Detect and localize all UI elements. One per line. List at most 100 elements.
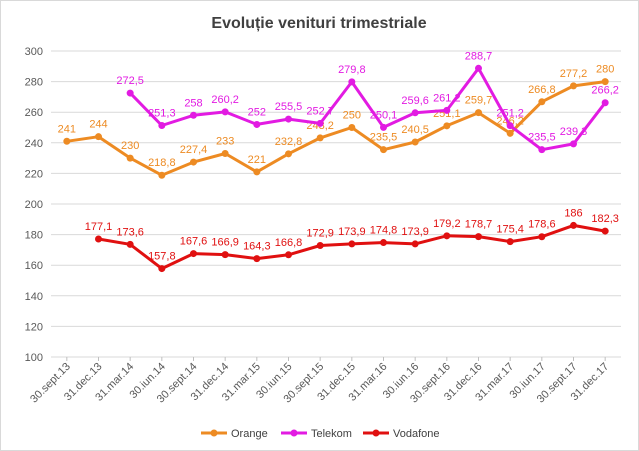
data-label: 166,9	[211, 237, 239, 249]
data-label: 179,2	[433, 218, 461, 230]
data-label: 261,2	[433, 92, 461, 104]
legend-marker	[290, 429, 298, 437]
legend-label: Vodafone	[393, 428, 440, 440]
legend-label: Telekom	[311, 428, 352, 440]
series-telekom: 272,5 251,3 258 260,2 252 255,5 252,7 279,8 250,…	[116, 50, 619, 154]
data-label: 167,6	[180, 236, 208, 248]
legend-label: Orange	[231, 428, 268, 440]
data-label: 166,8	[275, 237, 303, 249]
data-point	[348, 78, 356, 86]
data-label: 178,7	[465, 219, 493, 231]
y-tick-label: 120	[25, 321, 43, 333]
data-label: 232,8	[275, 136, 303, 148]
data-point	[411, 109, 419, 117]
data-label: 235,5	[370, 132, 398, 144]
data-point	[443, 232, 451, 240]
x-axis: 30.sept.1331.dec.1331.mar.1430.iun.1430.…	[28, 357, 611, 405]
data-label: 182,3	[591, 213, 619, 225]
data-point	[570, 82, 577, 90]
data-label: 173,9	[401, 226, 429, 238]
data-point	[506, 122, 514, 130]
data-point	[475, 64, 482, 72]
data-label: 259,6	[401, 95, 429, 107]
data-label: 221	[248, 154, 266, 166]
data-label: 252	[248, 106, 266, 118]
legend-marker	[210, 429, 218, 437]
series-group: 241244230218,8227,4233221232,8243,225023…	[58, 50, 619, 273]
data-label: 277,2	[560, 68, 588, 80]
data-point	[538, 146, 546, 154]
data-point	[570, 221, 577, 229]
legend-marker	[372, 429, 380, 437]
data-point	[95, 235, 102, 243]
data-label: 164,3	[243, 241, 271, 253]
data-point	[316, 119, 324, 127]
data-label: 173,9	[338, 226, 366, 238]
data-label: 239,3	[560, 126, 588, 138]
y-tick-label: 280	[25, 77, 43, 89]
data-point	[506, 238, 514, 246]
data-point	[253, 255, 261, 263]
data-point	[380, 239, 387, 247]
data-point	[158, 171, 166, 179]
data-point	[380, 146, 387, 154]
data-point	[285, 115, 292, 123]
y-tick-label: 140	[25, 291, 43, 303]
data-point	[316, 241, 324, 249]
data-label: 235,5	[528, 132, 556, 144]
series-vodafone: 177,1 173,6 157,8 167,6 166,9 164,3 166,8172,9…	[85, 207, 619, 273]
data-label: 266,2	[591, 85, 619, 97]
data-label: 259,7	[465, 95, 493, 107]
data-point	[190, 158, 197, 166]
data-point	[538, 233, 546, 241]
data-point	[253, 120, 261, 128]
data-point	[348, 240, 356, 248]
data-point	[380, 123, 387, 131]
data-point	[348, 124, 356, 131]
data-point	[601, 78, 609, 86]
data-point	[253, 168, 261, 176]
data-label: 279,8	[338, 64, 366, 76]
y-tick-label: 220	[25, 168, 43, 180]
y-tick-label: 260	[25, 107, 43, 119]
data-point	[126, 89, 134, 97]
data-label: 255,5	[275, 101, 303, 113]
data-point	[126, 154, 134, 162]
y-tick-label: 160	[25, 260, 43, 272]
data-point	[63, 137, 71, 145]
data-label: 175,4	[496, 224, 524, 236]
data-label: 288,7	[465, 50, 493, 62]
data-label: 252,7	[306, 105, 334, 117]
data-label: 250,1	[370, 109, 398, 121]
data-label: 178,6	[528, 219, 556, 231]
y-tick-label: 200	[25, 199, 43, 211]
gridlines	[51, 50, 621, 358]
data-point	[221, 251, 229, 259]
y-tick-label: 240	[25, 138, 43, 150]
data-point	[190, 111, 197, 119]
data-label: 233	[216, 136, 234, 148]
y-tick-label: 100	[25, 352, 43, 364]
data-point	[221, 108, 229, 116]
data-point	[411, 240, 419, 248]
data-point	[285, 150, 292, 158]
data-point	[475, 233, 482, 241]
data-label: 186	[564, 207, 582, 219]
legend: Orange Telekom Vodafone	[201, 428, 440, 440]
data-point	[506, 129, 514, 137]
data-label: 244	[89, 119, 107, 131]
data-point	[221, 150, 229, 158]
data-point	[411, 138, 419, 146]
data-label: 272,5	[116, 75, 144, 87]
series-line-telekom	[129, 66, 607, 152]
y-tick-label: 180	[25, 230, 43, 242]
data-label: 227,4	[180, 144, 208, 156]
data-point	[190, 250, 197, 258]
data-point	[126, 240, 134, 248]
data-label: 260,2	[211, 94, 239, 106]
data-point	[95, 133, 102, 141]
data-label: 266,8	[528, 84, 556, 96]
data-point	[538, 98, 546, 106]
